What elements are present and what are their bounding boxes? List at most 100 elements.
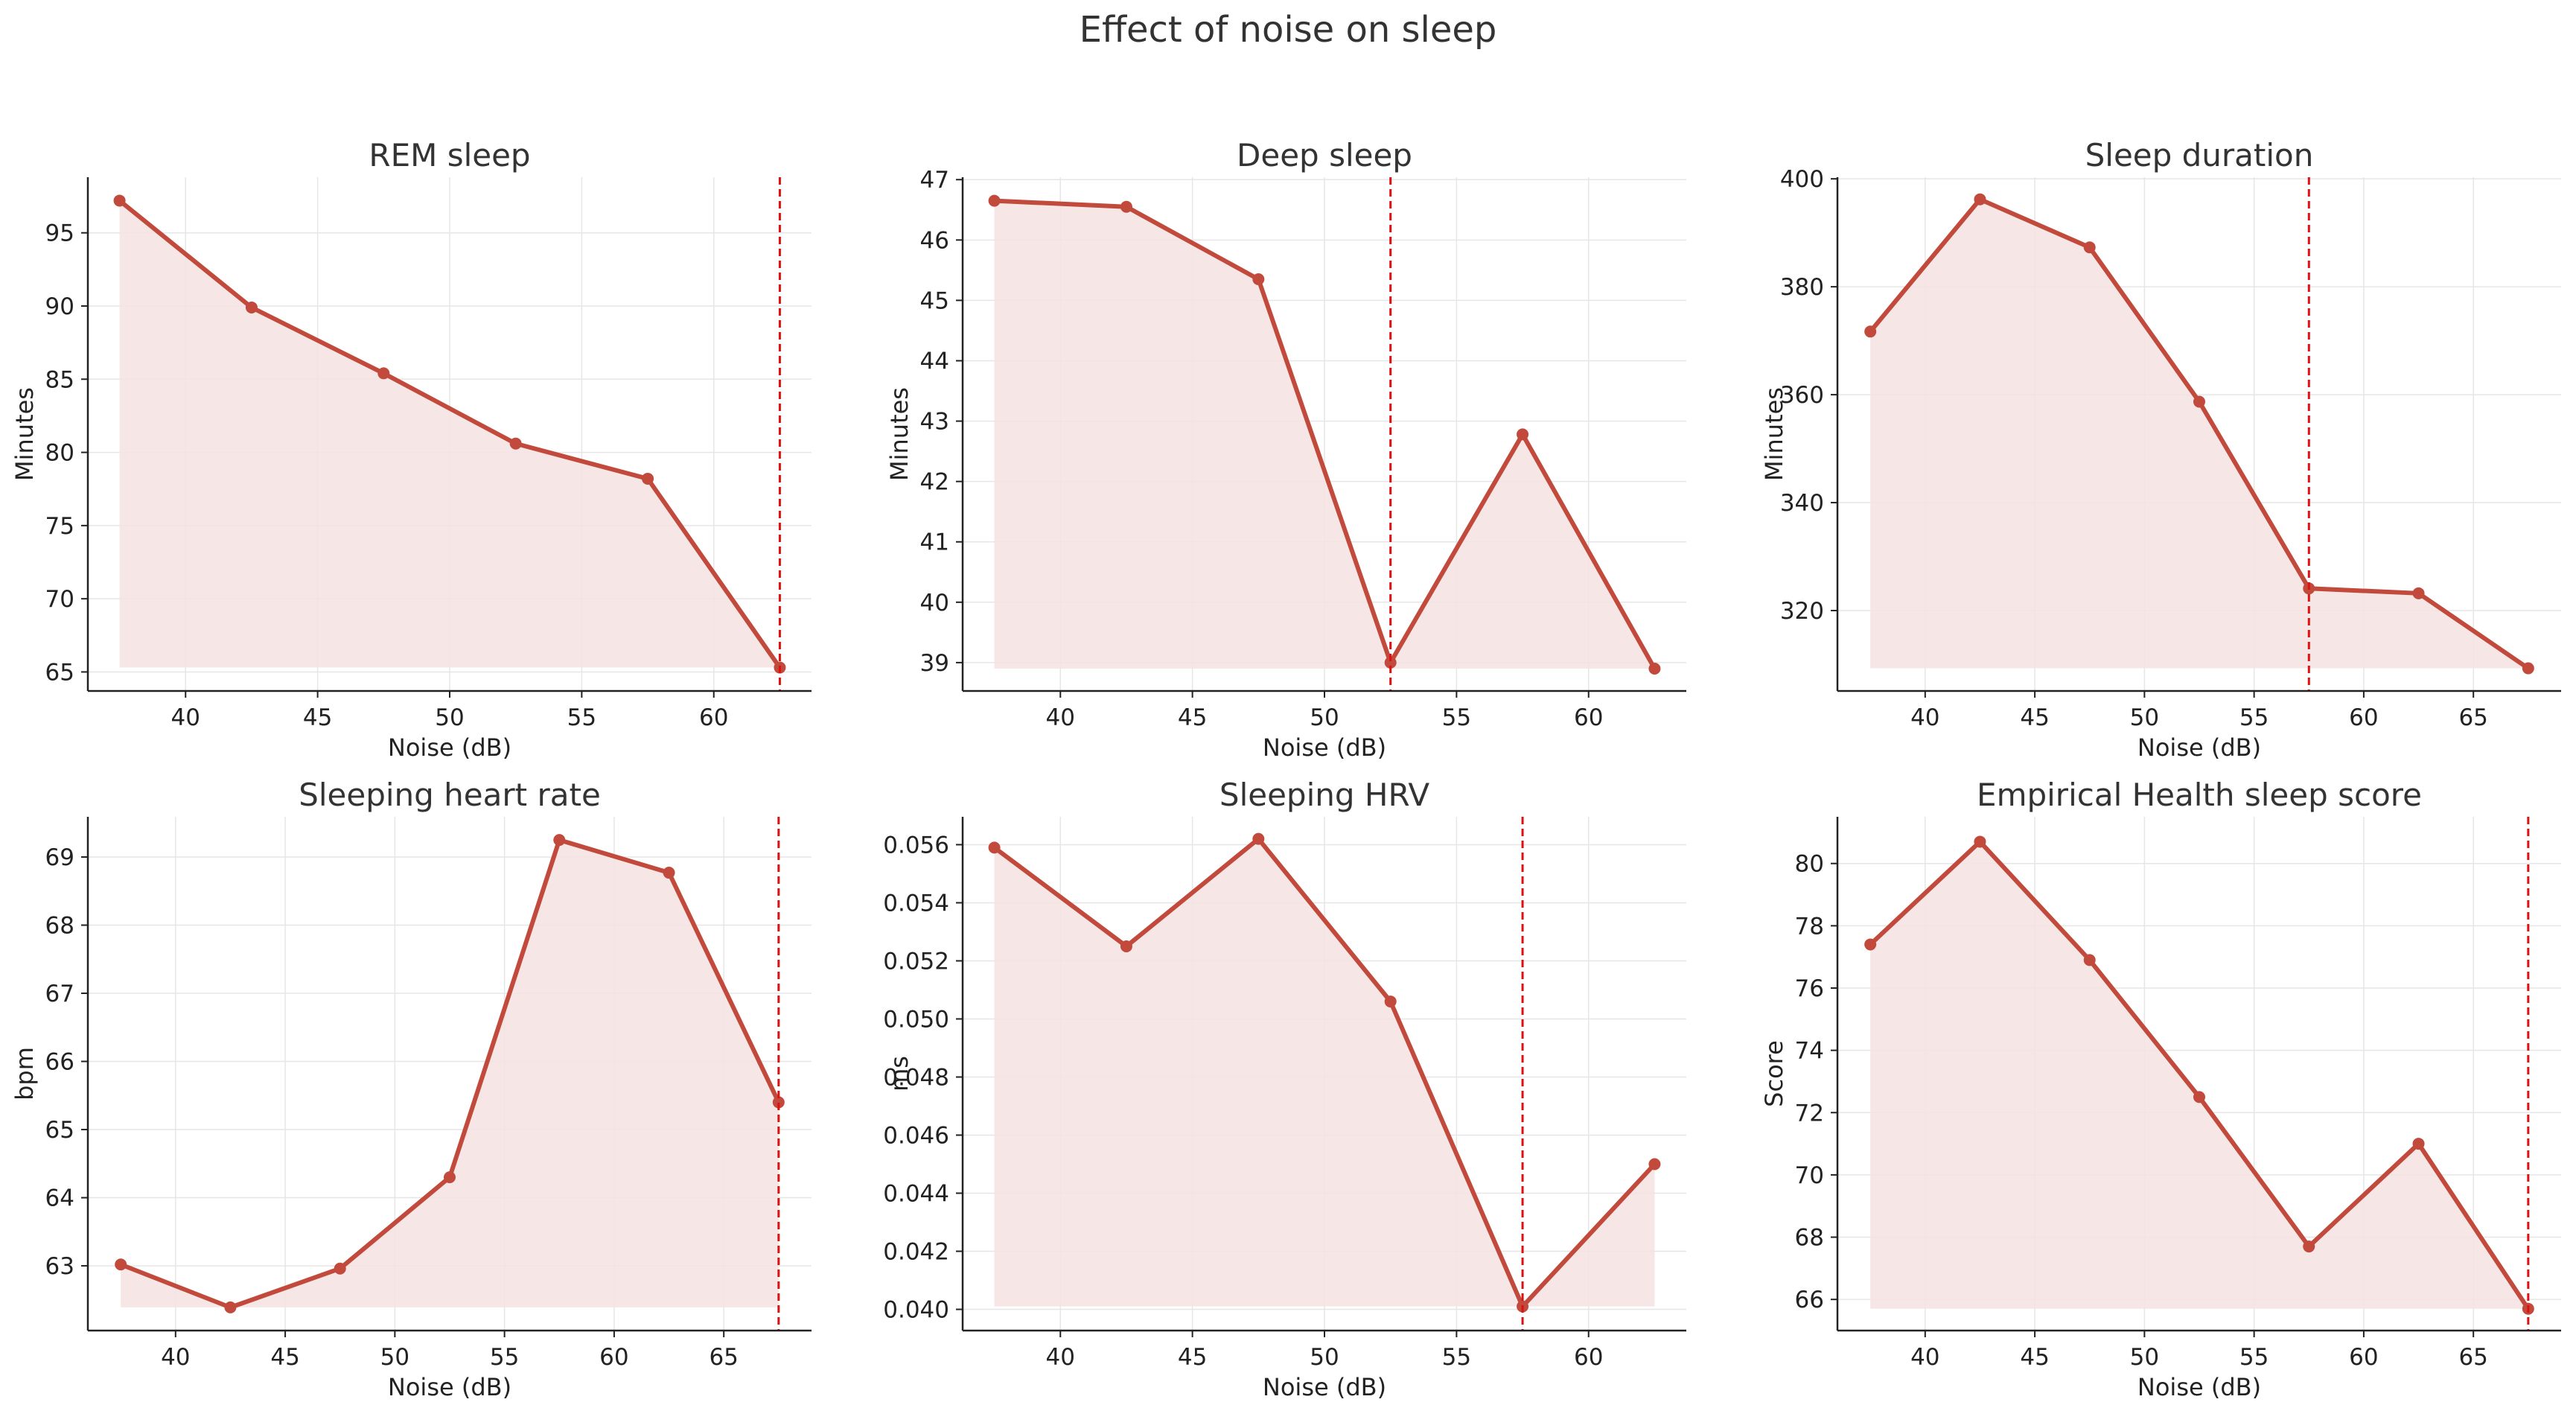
- x-tick-label: 65: [709, 1344, 738, 1371]
- data-point: [642, 472, 654, 485]
- y-tick-label: 80: [45, 440, 74, 467]
- data-point: [444, 1171, 456, 1184]
- data-point: [1252, 832, 1265, 845]
- y-tick-label: 80: [1795, 851, 1824, 878]
- x-tick-label: 60: [1574, 704, 1603, 731]
- data-point: [377, 367, 390, 380]
- x-tick-label: 45: [2020, 704, 2049, 731]
- area-fill: [1870, 199, 2528, 669]
- x-axis-label: Noise (dB): [1263, 733, 1386, 762]
- x-tick-label: 55: [2239, 704, 2269, 731]
- y-axis-label: ms: [885, 1056, 914, 1092]
- y-tick-label: 75: [45, 513, 74, 540]
- y-axis-label: bpm: [10, 1047, 39, 1100]
- x-tick-label: 45: [1178, 704, 1207, 731]
- x-tick-label: 60: [2349, 704, 2378, 731]
- y-tick-label: 400: [1780, 166, 1824, 193]
- y-tick-label: 46: [920, 227, 949, 254]
- data-point: [2303, 1240, 2315, 1253]
- x-axis-label: Noise (dB): [1263, 1373, 1386, 1401]
- y-tick-label: 0.056: [883, 832, 949, 859]
- data-point: [245, 301, 258, 313]
- x-tick-label: 50: [2130, 704, 2159, 731]
- y-tick-label: 69: [45, 844, 74, 871]
- data-point: [1648, 663, 1661, 675]
- series-line: [117, 198, 782, 670]
- x-tick-label: 65: [2458, 704, 2487, 731]
- y-tick-label: 72: [1795, 1100, 1824, 1127]
- y-tick-label: 64: [45, 1185, 74, 1212]
- data-point: [1517, 428, 1529, 441]
- x-tick-label: 55: [567, 704, 596, 731]
- data-point: [1974, 193, 1986, 206]
- y-tick-label: 68: [1795, 1225, 1824, 1252]
- x-tick-label: 40: [1046, 1344, 1075, 1371]
- y-tick-label: 41: [920, 529, 949, 556]
- data-point: [553, 834, 566, 847]
- y-tick-label: 68: [45, 913, 74, 940]
- y-tick-label: 47: [920, 167, 949, 194]
- y-axis-label: Minutes: [1760, 387, 1788, 481]
- y-tick-label: 0.040: [883, 1297, 949, 1324]
- chart-panels: 40 45 50 55 60 65 70 75 80 85 90 95 REM sleep Noise (…: [10, 137, 2561, 1401]
- chart-panel: 40 45 50 55 60 0.040 0.042 0.044 0.046 0.048 0.050…: [883, 777, 1686, 1401]
- x-tick-label: 45: [2020, 1344, 2049, 1371]
- data-point: [1648, 1158, 1661, 1170]
- x-tick-label: 60: [599, 1344, 628, 1371]
- data-point: [2083, 954, 2096, 966]
- y-tick-label: 78: [1795, 913, 1824, 940]
- y-tick-label: 360: [1780, 382, 1824, 409]
- data-point: [113, 194, 126, 207]
- y-tick-label: 66: [45, 1049, 74, 1076]
- x-tick-label: 45: [303, 704, 332, 731]
- data-point: [1120, 940, 1132, 952]
- y-tick-label: 340: [1780, 490, 1824, 517]
- y-tick-label: 95: [45, 220, 74, 247]
- y-tick-label: 0.048: [883, 1064, 949, 1091]
- x-tick-label: 65: [2458, 1344, 2487, 1371]
- series-line: [992, 836, 1657, 1309]
- x-axis-label: Noise (dB): [388, 1373, 511, 1401]
- x-tick-label: 50: [1310, 704, 1339, 731]
- x-tick-label: 50: [1310, 1344, 1339, 1371]
- panel-title: Deep sleep: [1237, 137, 1412, 173]
- series-line: [992, 198, 1657, 671]
- x-tick-label: 40: [1046, 704, 1075, 731]
- x-tick-label: 60: [2349, 1344, 2378, 1371]
- data-point: [1252, 273, 1265, 286]
- x-tick-label: 55: [490, 1344, 519, 1371]
- y-axis-label: Minutes: [10, 387, 39, 481]
- y-axis-label: Minutes: [885, 387, 914, 481]
- y-tick-label: 43: [920, 409, 949, 436]
- data-point: [2412, 587, 2425, 599]
- area-fill: [119, 200, 780, 668]
- data-point: [2083, 241, 2096, 254]
- data-point: [115, 1258, 127, 1271]
- data-point: [2193, 1091, 2205, 1103]
- data-point: [988, 194, 1001, 207]
- y-tick-label: 0.052: [883, 948, 949, 975]
- y-tick-label: 70: [1795, 1162, 1824, 1189]
- data-point: [1384, 656, 1397, 669]
- data-point: [2522, 662, 2534, 675]
- y-tick-label: 0.046: [883, 1122, 949, 1149]
- x-tick-label: 50: [435, 704, 464, 731]
- data-point: [224, 1301, 237, 1313]
- y-tick-label: 74: [1795, 1038, 1824, 1065]
- panel-title: Sleeping HRV: [1220, 777, 1429, 813]
- y-tick-label: 85: [45, 366, 74, 393]
- x-tick-label: 55: [1442, 704, 1471, 731]
- chart-panel: 40 45 50 55 60 39 40 41 42 43 44 45 46 47 Deep sleep No…: [885, 137, 1686, 762]
- x-tick-label: 45: [1178, 1344, 1207, 1371]
- y-tick-label: 70: [45, 586, 74, 613]
- data-point: [2412, 1138, 2425, 1150]
- area-fill: [121, 840, 779, 1307]
- data-point: [2193, 395, 2205, 408]
- data-point: [1864, 325, 1877, 338]
- y-tick-label: 66: [1795, 1287, 1824, 1313]
- x-tick-label: 60: [1574, 1344, 1603, 1371]
- y-tick-label: 0.054: [883, 890, 949, 917]
- y-tick-label: 45: [920, 287, 949, 314]
- y-tick-label: 320: [1780, 598, 1824, 625]
